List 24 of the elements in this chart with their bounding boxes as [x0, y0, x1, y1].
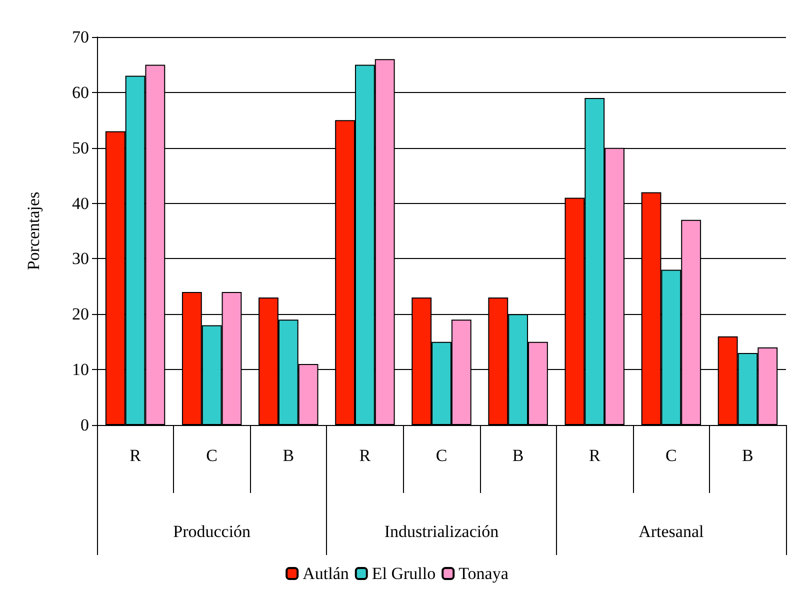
x-tick-label: B [282, 446, 294, 465]
x-tick-label: R [130, 446, 142, 465]
y-tick-label: 40 [72, 194, 89, 213]
y-axis-title: Porcentajes [24, 192, 43, 270]
x-tick-label: C [206, 446, 218, 465]
x-tick-label: R [359, 446, 372, 465]
text: Producción [173, 522, 252, 541]
x-tick-label: C [665, 446, 677, 465]
y-tick-label: 60 [72, 82, 89, 102]
y-tick-label: 0 [80, 416, 89, 434]
x-tick-label: B [742, 446, 754, 465]
y-tick-label: 70 [72, 28, 89, 46]
legend-label: Tonaya [458, 564, 509, 583]
x-tick-label: B [512, 446, 524, 465]
x-tick-label: R [588, 446, 601, 465]
text: Artesanal [638, 522, 704, 541]
y-tick-label: 10 [72, 360, 89, 380]
text: Industrialización [384, 522, 500, 541]
y-tick-label: 30 [72, 249, 89, 268]
y-tick-label: 50 [72, 138, 89, 158]
x-tick-label: C [436, 446, 448, 465]
legend-label: Autlán [302, 564, 350, 583]
y-tick-label: 20 [72, 304, 89, 324]
legend-label: El Grullo [372, 564, 436, 583]
